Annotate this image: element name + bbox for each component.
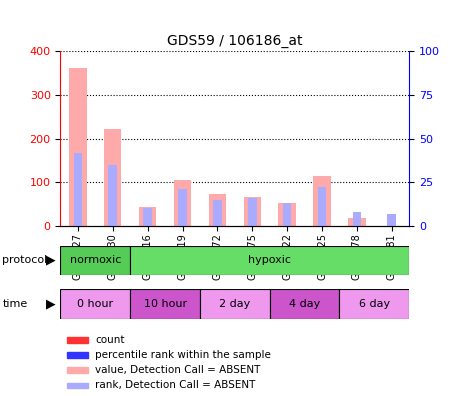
Bar: [108, 165, 117, 226]
Text: percentile rank within the sample: percentile rank within the sample: [95, 350, 271, 360]
Bar: [67, 337, 88, 343]
Bar: [248, 198, 257, 226]
Bar: [318, 187, 326, 226]
Bar: [283, 203, 292, 226]
Bar: [213, 200, 222, 226]
Text: time: time: [2, 299, 27, 309]
Text: protocol: protocol: [2, 255, 47, 265]
Bar: [339, 289, 409, 319]
Text: hypoxic: hypoxic: [248, 255, 291, 265]
Bar: [200, 289, 270, 319]
Bar: [67, 367, 88, 373]
Text: count: count: [95, 335, 125, 345]
Bar: [130, 289, 200, 319]
Text: 2 day: 2 day: [219, 299, 251, 309]
Text: 10 hour: 10 hour: [144, 299, 186, 309]
Bar: [104, 129, 121, 226]
Bar: [69, 68, 86, 226]
Text: 0 hour: 0 hour: [77, 299, 113, 309]
Bar: [67, 352, 88, 358]
Text: value, Detection Call = ABSENT: value, Detection Call = ABSENT: [95, 365, 261, 375]
Title: GDS59 / 106186_at: GDS59 / 106186_at: [167, 34, 303, 48]
Bar: [139, 208, 156, 226]
Text: normoxic: normoxic: [70, 255, 121, 265]
Bar: [130, 246, 409, 275]
Bar: [244, 197, 261, 226]
Bar: [270, 289, 339, 319]
Bar: [67, 383, 88, 388]
Bar: [178, 189, 187, 226]
Bar: [352, 212, 361, 226]
Text: ▶: ▶: [46, 297, 56, 310]
Text: 6 day: 6 day: [359, 299, 390, 309]
Bar: [279, 203, 296, 226]
Bar: [387, 213, 396, 226]
Bar: [313, 177, 331, 226]
Text: 4 day: 4 day: [289, 299, 320, 309]
Bar: [209, 194, 226, 226]
Text: ▶: ▶: [46, 254, 56, 267]
Bar: [348, 218, 365, 226]
Bar: [60, 289, 130, 319]
Text: rank, Detection Call = ABSENT: rank, Detection Call = ABSENT: [95, 381, 256, 390]
Bar: [143, 208, 152, 226]
Bar: [174, 181, 191, 226]
Bar: [60, 246, 130, 275]
Bar: [73, 152, 82, 226]
